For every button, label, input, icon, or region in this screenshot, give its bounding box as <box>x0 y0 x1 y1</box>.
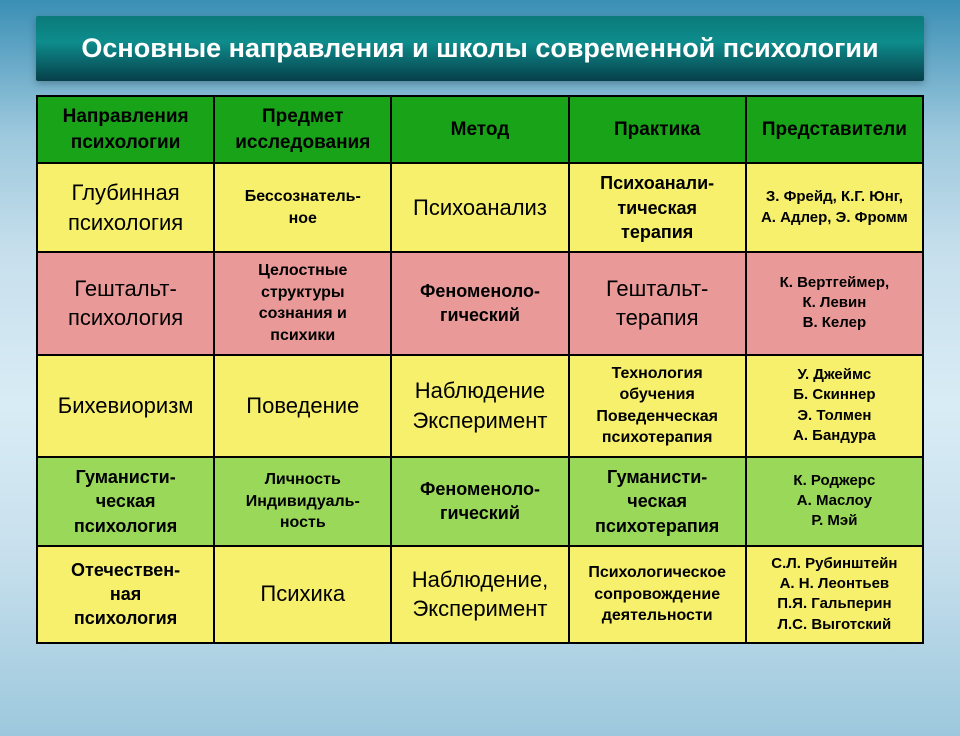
table-row: Гуманисти- ческая психология Личность Ин… <box>37 457 923 546</box>
cell-practice: Гуманисти- ческая психотерапия <box>569 457 746 546</box>
cell-direction: Гештальт- психология <box>37 252 214 354</box>
cell-method: Наблюдение, Эксперимент <box>391 546 568 643</box>
cell-direction: Отечествен- ная психология <box>37 546 214 643</box>
slide-title: Основные направления и школы современной… <box>36 16 924 81</box>
col-header-subject: Предмет исследования <box>214 96 391 163</box>
cell-reps: К. Роджерс А. Маслоу Р. Мэй <box>746 457 923 546</box>
cell-reps: З. Фрейд, К.Г. Юнг, А. Адлер, Э. Фромм <box>746 163 923 252</box>
cell-method: Наблюдение Эксперимент <box>391 355 568 457</box>
cell-method: Феноменоло- гический <box>391 252 568 354</box>
cell-direction: Гуманисти- ческая психология <box>37 457 214 546</box>
cell-direction: Бихевиоризм <box>37 355 214 457</box>
cell-subject: Личность Индивидуаль- ность <box>214 457 391 546</box>
cell-reps: С.Л. Рубинштейн А. Н. Леонтьев П.Я. Галь… <box>746 546 923 643</box>
cell-subject: Целостные структуры сознания и психики <box>214 252 391 354</box>
cell-practice: Психоанали- тическая терапия <box>569 163 746 252</box>
col-header-direction: Направления психологии <box>37 96 214 163</box>
cell-subject: Бессознатель- ное <box>214 163 391 252</box>
col-header-method: Метод <box>391 96 568 163</box>
table-row: Глубинная психология Бессознатель- ное П… <box>37 163 923 252</box>
cell-direction: Глубинная психология <box>37 163 214 252</box>
cell-practice: Психологическое сопровождение деятельнос… <box>569 546 746 643</box>
cell-method: Феноменоло- гический <box>391 457 568 546</box>
col-header-reps: Представители <box>746 96 923 163</box>
table-header-row: Направления психологии Предмет исследова… <box>37 96 923 163</box>
cell-subject: Психика <box>214 546 391 643</box>
table-row: Гештальт- психология Целостные структуры… <box>37 252 923 354</box>
psychology-table: Направления психологии Предмет исследова… <box>36 95 924 644</box>
cell-practice: Гештальт- терапия <box>569 252 746 354</box>
cell-subject: Поведение <box>214 355 391 457</box>
cell-reps: К. Вертгеймер, К. Левин В. Келер <box>746 252 923 354</box>
table-row: Бихевиоризм Поведение Наблюдение Экспери… <box>37 355 923 457</box>
cell-practice: Технология обучения Поведенческая психот… <box>569 355 746 457</box>
table-row: Отечествен- ная психология Психика Наблю… <box>37 546 923 643</box>
col-header-practice: Практика <box>569 96 746 163</box>
cell-reps: У. Джеймс Б. Скиннер Э. Толмен А. Бандур… <box>746 355 923 457</box>
cell-method: Психоанализ <box>391 163 568 252</box>
